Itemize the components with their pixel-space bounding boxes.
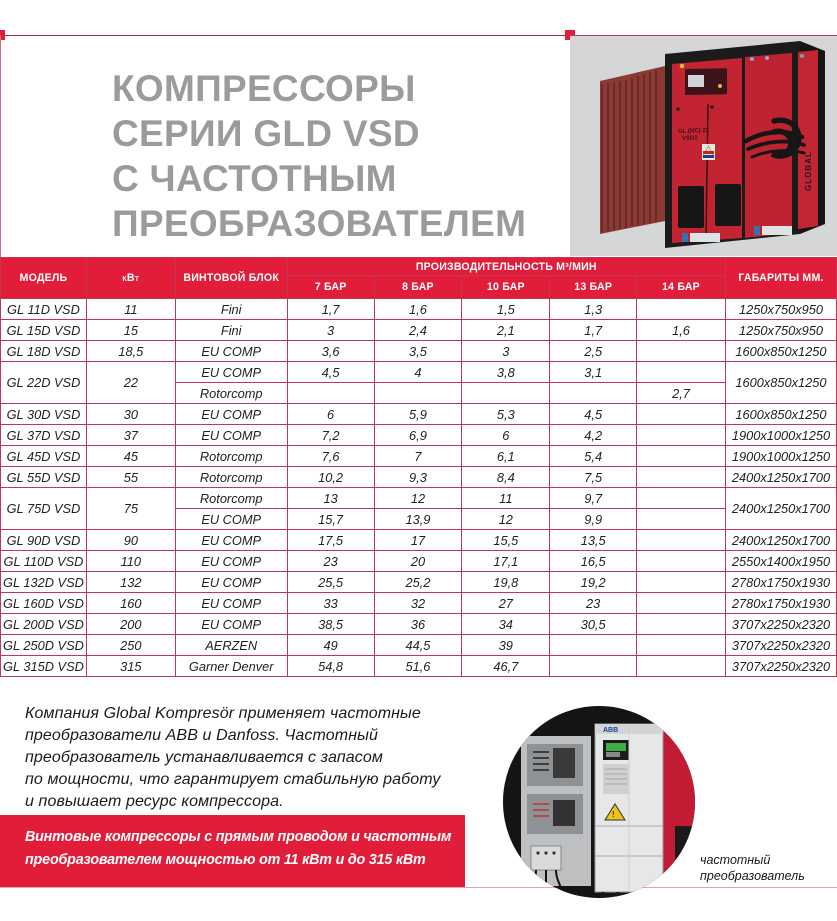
svg-text:GL.(NC) 22: GL.(NC) 22 xyxy=(678,128,710,135)
svg-text:GLOBAL: GLOBAL xyxy=(804,151,813,191)
svg-text:ABB: ABB xyxy=(603,727,618,734)
svg-text:!: ! xyxy=(612,810,615,819)
svg-text:VSD2: VSD2 xyxy=(682,135,699,142)
